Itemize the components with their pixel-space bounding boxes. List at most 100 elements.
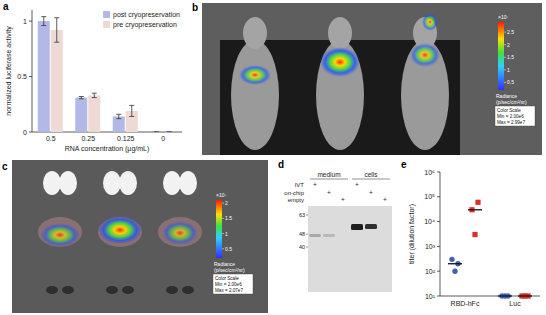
- mouse-head: [328, 17, 352, 49]
- colorbar-tick-label: 2: [225, 200, 228, 206]
- error-cap: [92, 93, 97, 94]
- colorbar-tick: [504, 57, 506, 58]
- plus: +: [369, 189, 373, 196]
- mouse-head: [243, 17, 267, 49]
- mouse-body: [316, 40, 364, 150]
- error-bar: [116, 114, 121, 118]
- point: [472, 232, 477, 237]
- error-cap: [167, 132, 172, 133]
- bar: [51, 30, 63, 132]
- band: [365, 224, 377, 229]
- error-bar: [167, 132, 172, 133]
- legend-label: post cryopreservation: [113, 11, 180, 19]
- panel-e: 10¹10²10³10⁴10⁵10⁶RBD-hFcLuctiter (dilut…: [408, 169, 540, 308]
- median: [448, 263, 462, 264]
- band: [351, 224, 363, 230]
- median: [498, 295, 512, 296]
- plus: +: [383, 196, 387, 203]
- colorbar-tick-label: 2.5: [507, 29, 514, 35]
- organ: [166, 286, 178, 294]
- organ: [98, 217, 142, 247]
- bar: [75, 98, 87, 132]
- band: [323, 234, 335, 237]
- plus: +: [355, 181, 359, 188]
- error-bar: [129, 105, 134, 116]
- colorbar-tick-label: 1: [225, 231, 228, 237]
- panel-c: ×10⁷0.511.52Radiance(p/sec/cm²/sr)Color …: [12, 160, 268, 313]
- signal: [320, 47, 360, 77]
- platform: [220, 40, 460, 155]
- error-cap: [116, 114, 121, 115]
- figure: abcde00.510.50.250.1250RNA concentration…: [0, 0, 546, 315]
- image-background: [202, 3, 542, 155]
- panel-a: 00.510.50.250.1250RNA concentration (µg/…: [5, 10, 182, 153]
- image-background: [12, 160, 268, 313]
- legend: post cryopreservationpre cryopreservatio…: [103, 11, 180, 29]
- bar: [38, 21, 50, 132]
- y-tick: [437, 271, 440, 272]
- error-line: [118, 114, 119, 118]
- error-line: [43, 17, 44, 26]
- gel-header: cells: [364, 171, 378, 178]
- x-tick-label: 0.25: [81, 135, 95, 142]
- marker-tick: [306, 234, 308, 235]
- scale-max: Max = 2.99e7: [497, 120, 525, 125]
- scale-title: Color Scale: [497, 108, 521, 113]
- header-rule: [310, 179, 348, 180]
- panel-letter: c: [2, 161, 8, 172]
- colorbar-title: Radiance(p/sec/cm²/sr): [496, 93, 527, 105]
- error-cap: [154, 132, 159, 133]
- colorbar-exponent: ×10⁷: [216, 192, 226, 198]
- panel-letter: a: [3, 1, 9, 12]
- colorbar-tick: [222, 218, 224, 219]
- y-tick-label: 0.5: [17, 73, 27, 80]
- y-axis-title: titer (dilution factor): [408, 204, 416, 264]
- y-axis-title: normalized luciferase activity: [5, 26, 13, 116]
- y-tick: [437, 221, 440, 222]
- median: [468, 209, 482, 210]
- mouse-body: [401, 40, 449, 150]
- error-cap: [116, 118, 121, 119]
- organ: [119, 171, 137, 195]
- colorbar-tick: [504, 82, 506, 83]
- colorbar-tick: [504, 44, 506, 45]
- plus: +: [313, 181, 317, 188]
- y-tick: [29, 21, 32, 22]
- y-tick-label: 10⁵: [424, 193, 435, 200]
- y-tick: [437, 296, 440, 297]
- error-line: [94, 93, 95, 97]
- marker-tick: [306, 247, 308, 248]
- x-tick-label: 0: [161, 135, 165, 142]
- y-tick-label: 10⁴: [424, 218, 435, 225]
- point: [475, 200, 480, 205]
- organ: [182, 286, 194, 294]
- panel-letter: e: [401, 159, 407, 170]
- point: [452, 269, 457, 274]
- error-cap: [54, 42, 59, 43]
- x-axis: [440, 296, 540, 297]
- scale-min: Min = 2.00e6: [497, 114, 524, 119]
- y-tick-label: 10¹: [425, 293, 436, 300]
- header-rule: [352, 179, 390, 180]
- mouse-body: [231, 40, 279, 150]
- y-tick-label: 10⁶: [424, 169, 435, 176]
- colorbar-tick: [222, 233, 224, 234]
- organ: [122, 286, 134, 294]
- scale-min: Min = 2.00e6: [215, 282, 242, 287]
- signal: [40, 223, 80, 247]
- y-tick: [29, 132, 32, 133]
- band: [309, 234, 321, 237]
- y-tick: [437, 246, 440, 247]
- bar: [88, 95, 100, 132]
- error-cap: [41, 25, 46, 26]
- y-axis: [440, 172, 441, 296]
- legend-swatch: [103, 21, 110, 28]
- signal: [422, 13, 438, 31]
- row-label: empty: [288, 197, 304, 203]
- scale-box: [495, 106, 535, 126]
- point: [449, 257, 454, 262]
- panel-letter: b: [192, 2, 198, 13]
- organ: [62, 286, 74, 294]
- marker-tick: [306, 215, 308, 216]
- error-cap: [154, 132, 159, 133]
